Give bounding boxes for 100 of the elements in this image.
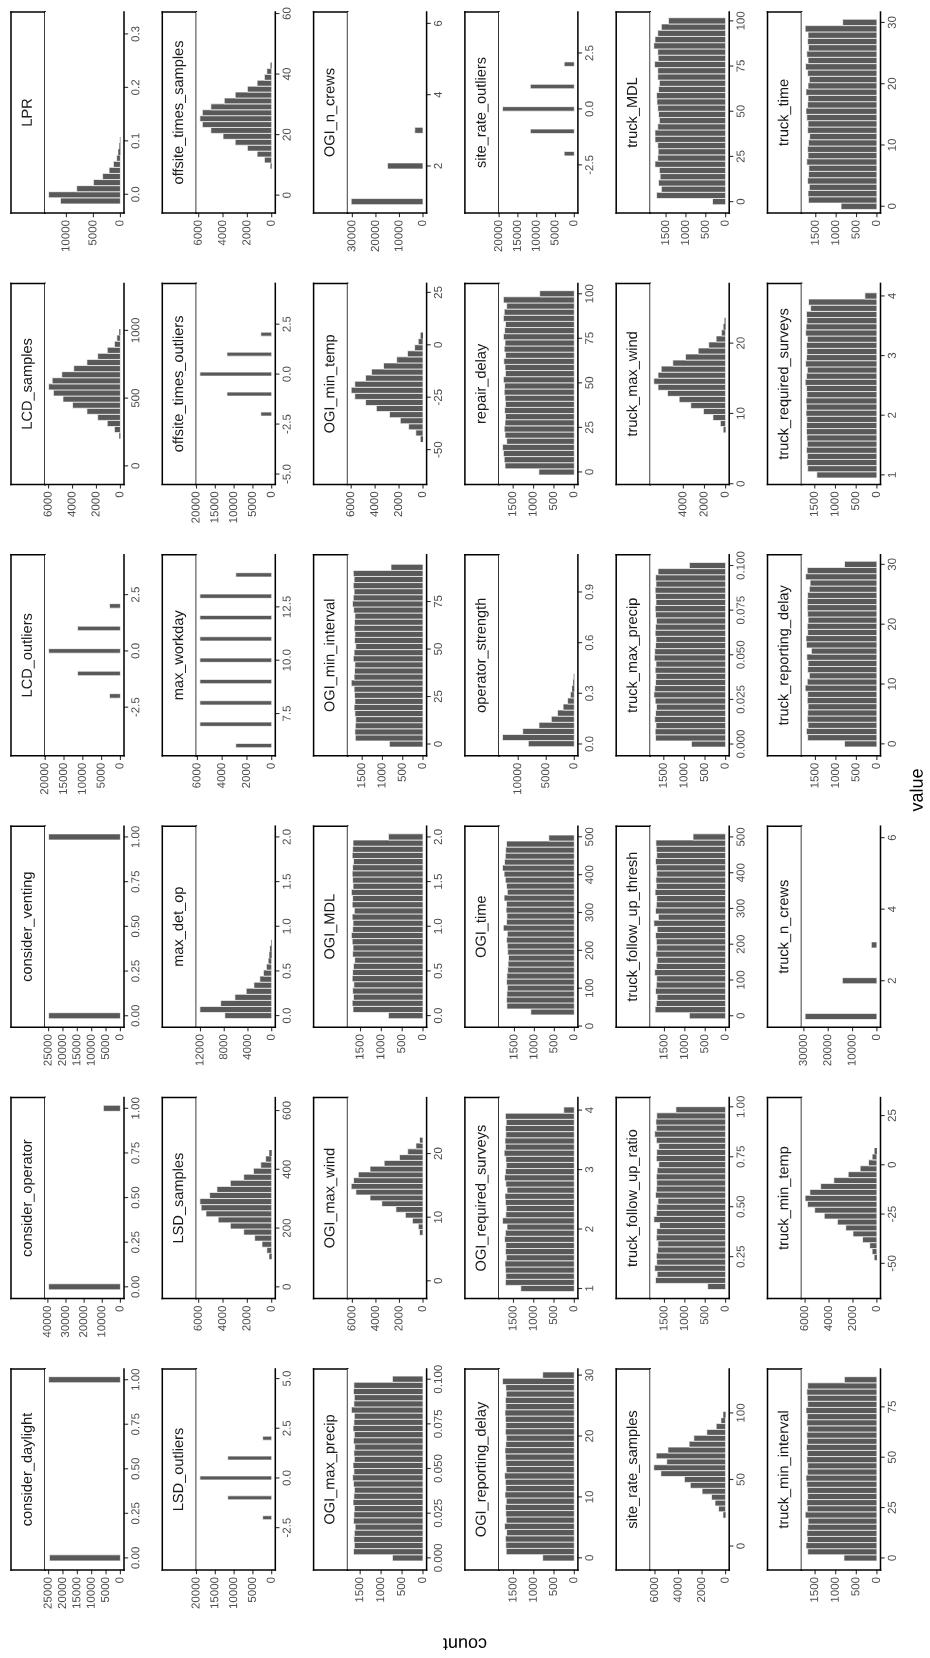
x-tick-label: 0 — [417, 1034, 427, 1041]
y-tick-label: 25 — [433, 690, 443, 703]
x-tick-label: 25000 — [43, 1577, 52, 1609]
y-tick-label: 2 — [887, 978, 896, 984]
x-tick-label: 10000 — [394, 220, 403, 252]
y-tick-label: 0.9 — [585, 584, 594, 600]
x-tick-label: 6000 — [193, 220, 202, 245]
y-tick-label: 0 — [736, 480, 745, 487]
text: truck_time — [777, 79, 792, 146]
y-tick-label: 200 — [282, 1218, 291, 1238]
y-tick-label: 50 — [736, 1473, 745, 1486]
x-tick-label: 500 — [700, 1034, 709, 1053]
x-tick-label: 0 — [871, 1034, 880, 1041]
y-tick-label: 4 — [585, 1107, 594, 1114]
y-tick-label: 2.5 — [131, 587, 140, 603]
text: truck_max_precip — [626, 598, 640, 713]
x-tick-label: 0 — [569, 1577, 578, 1583]
x-tick-label: 0 — [115, 1305, 124, 1312]
x-tick-label: 0 — [266, 1577, 275, 1583]
x-tick-label: 0 — [417, 763, 427, 769]
x-tick-label: 5000 — [550, 220, 559, 246]
x-tick-label: 20000 — [40, 763, 49, 795]
x-tick-label: 0 — [417, 1305, 427, 1312]
y-tick-label: 75 — [887, 1400, 896, 1413]
y-tick-label: 1.0 — [282, 918, 291, 934]
x-tick-label: 15000 — [72, 1034, 81, 1066]
y-tick-label: 0 — [282, 1284, 291, 1290]
x-tick-label: 5000 — [88, 220, 97, 246]
x-tick-label: 1500 — [658, 763, 667, 788]
x-tick-label: 20000 — [79, 1305, 88, 1338]
x-tick-label: 5000 — [247, 1577, 256, 1603]
y-tick-label: 0.3 — [131, 26, 140, 42]
x-tick-label: 1000 — [831, 220, 840, 245]
x-tick-label: 1500 — [810, 763, 819, 788]
text: OGI_required_surveys — [475, 1125, 489, 1271]
y-tick-label: 0.50 — [131, 915, 140, 938]
x-tick-label: 500 — [851, 491, 860, 511]
x-tick-label: 0 — [569, 763, 578, 769]
x-tick-label: 1500 — [810, 1577, 819, 1602]
x-tick-label: 15000 — [72, 1577, 81, 1609]
x-tick-label: 30000 — [347, 220, 356, 252]
x-tick-label: 500 — [397, 763, 406, 782]
y-tick-label: -2.5 — [282, 414, 291, 434]
x-tick-label: 20000 — [57, 1577, 67, 1609]
x-tick-label: 0 — [115, 491, 124, 498]
y-tick-label: 200 — [736, 935, 745, 954]
x-tick-label: 0 — [871, 491, 880, 498]
x-tick-label: 10000 — [229, 491, 238, 523]
text: LSD_outliers — [172, 1428, 186, 1511]
x-tick-label: 1500 — [809, 491, 818, 517]
x-tick-label: 10000 — [61, 220, 70, 252]
y-tick-label: 0.75 — [131, 1142, 140, 1164]
text: operator_strength — [475, 598, 489, 713]
x-tick-label: 5000 — [96, 763, 105, 788]
y-tick-label: 75 — [433, 595, 443, 608]
x-tick-label: 1500 — [357, 763, 366, 788]
y-tick-label: 0.025 — [736, 685, 745, 714]
x-tick-label: 0 — [720, 763, 729, 769]
y-tick-label: 4 — [887, 293, 896, 299]
y-tick-label: 0.75 — [736, 1146, 745, 1168]
x-tick-label: 0 — [569, 1305, 578, 1312]
x-tick-label: 500 — [549, 1034, 558, 1053]
y-tick-label: 500 — [131, 388, 140, 408]
x-tick-label: 500 — [548, 1305, 558, 1325]
x-tick-label: 4000 — [673, 1577, 682, 1603]
y-tick-label: 0.0 — [131, 643, 140, 659]
x-tick-label: 1500 — [661, 220, 670, 245]
text: repair_delay — [475, 343, 489, 424]
y-tick-label: 1.5 — [433, 874, 443, 889]
x-tick-label: 4000 — [217, 220, 227, 246]
x-tick-label: 12000 — [195, 1034, 204, 1066]
x-tick-label: 15000 — [210, 1577, 219, 1609]
x-tick-label: 500 — [548, 491, 558, 511]
x-tick-label: 15000 — [58, 763, 68, 794]
x-tick-label: 1000 — [528, 1577, 537, 1602]
y-tick-label: 0 — [433, 741, 443, 747]
y-tick-label: 0.0 — [282, 1470, 291, 1486]
text: count — [443, 1638, 487, 1650]
x-tick-label: 1000 — [680, 220, 690, 245]
y-tick-label: 0 — [887, 741, 896, 747]
y-tick-label: 50 — [585, 376, 594, 389]
text: site_rate_samples — [626, 1410, 640, 1529]
y-tick-label: 0.050 — [433, 1454, 443, 1483]
y-tick-label: 200 — [585, 941, 594, 960]
y-tick-label: 2 — [887, 412, 896, 418]
x-tick-label: 0 — [720, 1305, 729, 1312]
y-tick-label: 5.0 — [282, 1370, 291, 1387]
y-tick-label: 300 — [585, 903, 594, 922]
x-tick-label: 25000 — [43, 1034, 52, 1066]
x-tick-label: 6000 — [649, 1577, 659, 1602]
x-tick-label: 5000 — [100, 1034, 110, 1060]
y-tick-label: 0.25 — [131, 960, 140, 982]
y-tick-label: 3 — [585, 1166, 594, 1173]
y-tick-label: 500 — [585, 827, 594, 846]
x-tick-label: 0 — [115, 763, 124, 769]
y-tick-label: 3 — [887, 352, 896, 359]
y-tick-label: 0 — [887, 203, 896, 210]
text: site_rate_outliers — [475, 57, 489, 168]
y-tick-label: 0 — [585, 469, 594, 475]
x-tick-label: 1500 — [659, 1034, 668, 1059]
